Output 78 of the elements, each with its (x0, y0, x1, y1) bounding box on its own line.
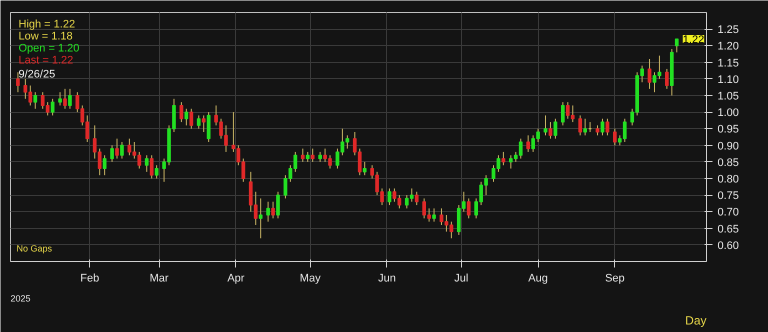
y-tick-label: 1.05 (718, 90, 739, 102)
x-tick-label: Jul (454, 272, 468, 284)
y-tick-label: 0.75 (718, 190, 739, 202)
candlestick (68, 88, 72, 110)
x-tick-label: May (300, 272, 322, 284)
candlestick (266, 201, 270, 222)
candlestick (120, 141, 124, 160)
x-tick-label: Apr (227, 272, 245, 284)
candlestick (258, 198, 263, 239)
candlestick (300, 148, 305, 162)
candlestick (58, 92, 62, 106)
candlestick (50, 98, 54, 116)
candlestick (432, 208, 436, 222)
candlestick (184, 108, 188, 126)
y-tick-label: 1.15 (718, 57, 739, 70)
y-tick-label: 1.10 (718, 74, 739, 86)
candlestick (648, 58, 652, 90)
candlestick (310, 148, 315, 162)
candlestick (414, 191, 419, 206)
y-tick-label: 1.25 (718, 24, 739, 36)
candlestick (606, 118, 610, 136)
candlestick (466, 198, 471, 219)
candlestick (271, 201, 275, 219)
text: Day (685, 314, 707, 328)
y-tick-label: 1.00 (718, 107, 739, 120)
candlestick (318, 151, 322, 162)
candlestick (544, 114, 548, 136)
annotation: Low = 1.18 (18, 30, 73, 42)
candlestick (674, 38, 679, 53)
y-tick-label: 0.85 (718, 156, 739, 169)
candlestick (388, 188, 392, 206)
candlestick (600, 118, 604, 136)
x-tick-label: Sep (605, 272, 625, 284)
annotation: Open = 1.20 (18, 42, 80, 54)
y-tick-label: 0.65 (718, 223, 739, 236)
candlestick (306, 151, 310, 162)
candlestick (180, 102, 184, 123)
candlestick (189, 108, 194, 130)
candlestick (16, 72, 20, 93)
candlestick (33, 92, 38, 110)
candlestick (596, 124, 600, 136)
candlestick (110, 144, 114, 162)
text: 2025 (10, 294, 31, 304)
y-tick-label: 0.80 (718, 174, 739, 186)
y-tick-label: 0.90 (718, 140, 739, 152)
candlestick (154, 164, 158, 179)
candlestick (362, 161, 367, 176)
candlestick (202, 114, 206, 133)
x-tick-label: Feb (80, 272, 100, 284)
y-tick-label: 0.60 (718, 240, 739, 252)
x-tick-label: Mar (150, 272, 169, 284)
candlestick (583, 118, 587, 136)
candlestick (612, 128, 617, 146)
candlestick (115, 138, 119, 160)
candlestick (196, 114, 201, 130)
candlestick (554, 118, 558, 140)
y-tick-label: 0.95 (718, 124, 739, 136)
candlestick (560, 102, 565, 126)
x-tick-label: Aug (528, 272, 548, 284)
candlestick (578, 114, 582, 136)
candlestick (665, 68, 669, 90)
candlestick (502, 151, 506, 166)
candlestick (102, 154, 106, 176)
annotation: 1.22 (682, 34, 704, 46)
annotation: Last = 1.22 (18, 54, 74, 66)
annotation: 9/26/25 (18, 68, 56, 80)
candlestick (276, 191, 280, 219)
candlestick (548, 122, 552, 140)
y-tick-label: 1.20 (718, 40, 739, 53)
annotation: No Gaps (16, 244, 53, 254)
candlestick (206, 112, 211, 142)
x-tick-label: Jun (378, 272, 396, 284)
annotation: High = 1.22 (18, 18, 76, 30)
candlestick (526, 134, 530, 152)
y-tick-label: 0.70 (718, 206, 739, 219)
candlestick (150, 154, 154, 179)
candlestick (144, 154, 149, 172)
candlestick (63, 88, 67, 110)
